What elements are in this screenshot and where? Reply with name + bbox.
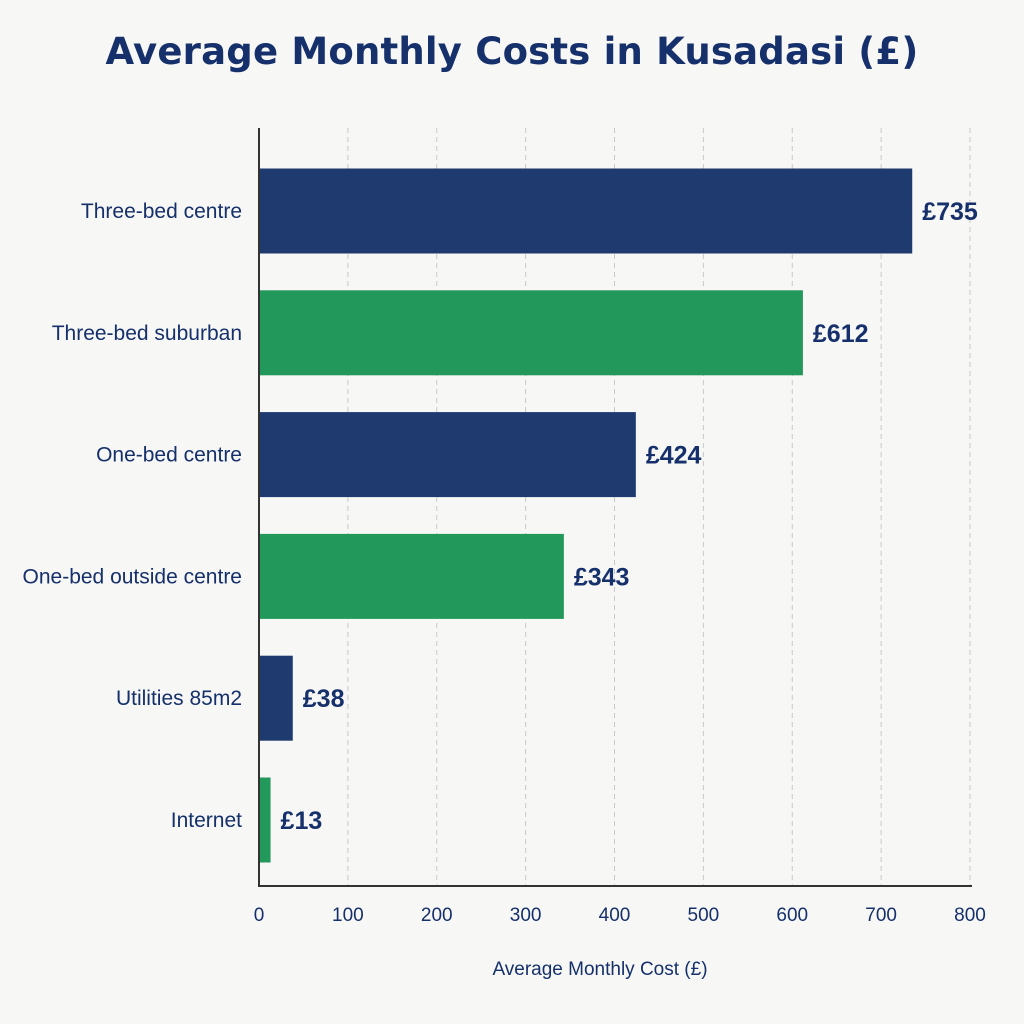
x-tick-label: 100 (332, 905, 364, 926)
category-label: Three-bed suburban (52, 322, 242, 345)
x-tick-label: 600 (776, 905, 808, 926)
bar (259, 290, 803, 376)
category-label: Three-bed centre (81, 200, 242, 223)
value-labels: £735 £612 £424 £343 £38 £13 (281, 198, 978, 835)
x-tick-label: 0 (254, 905, 265, 926)
value-label: £735 (922, 198, 978, 226)
x-tick-label: 400 (599, 905, 631, 926)
value-label: £13 (281, 807, 323, 835)
x-tick-label: 500 (688, 905, 720, 926)
x-tick-label: 800 (954, 905, 986, 926)
value-label: £424 (646, 442, 702, 470)
chart-title: Average Monthly Costs in Kusadasi (£) (105, 30, 919, 73)
x-axis-title: Average Monthly Cost (£) (492, 959, 707, 980)
bar (259, 412, 636, 498)
grid-lines (347, 128, 971, 886)
x-tick-label: 200 (421, 905, 453, 926)
bar (259, 168, 913, 254)
category-label: Internet (171, 809, 242, 832)
category-label: One-bed outside centre (23, 565, 242, 588)
value-label: £38 (303, 685, 345, 713)
value-label: £343 (574, 563, 630, 591)
category-label: One-bed centre (96, 444, 242, 467)
category-label: Utilities 85m2 (116, 687, 242, 710)
bars (259, 168, 913, 863)
x-tick-label: 700 (865, 905, 897, 926)
bar (259, 533, 564, 619)
value-label: £612 (813, 320, 869, 348)
bar (259, 655, 293, 741)
bar (259, 777, 271, 863)
x-tick-labels: 0 100 200 300 400 500 600 700 800 (254, 905, 986, 926)
category-labels: Three-bed centre Three-bed suburban One-be… (23, 200, 243, 832)
x-tick-label: 300 (510, 905, 542, 926)
